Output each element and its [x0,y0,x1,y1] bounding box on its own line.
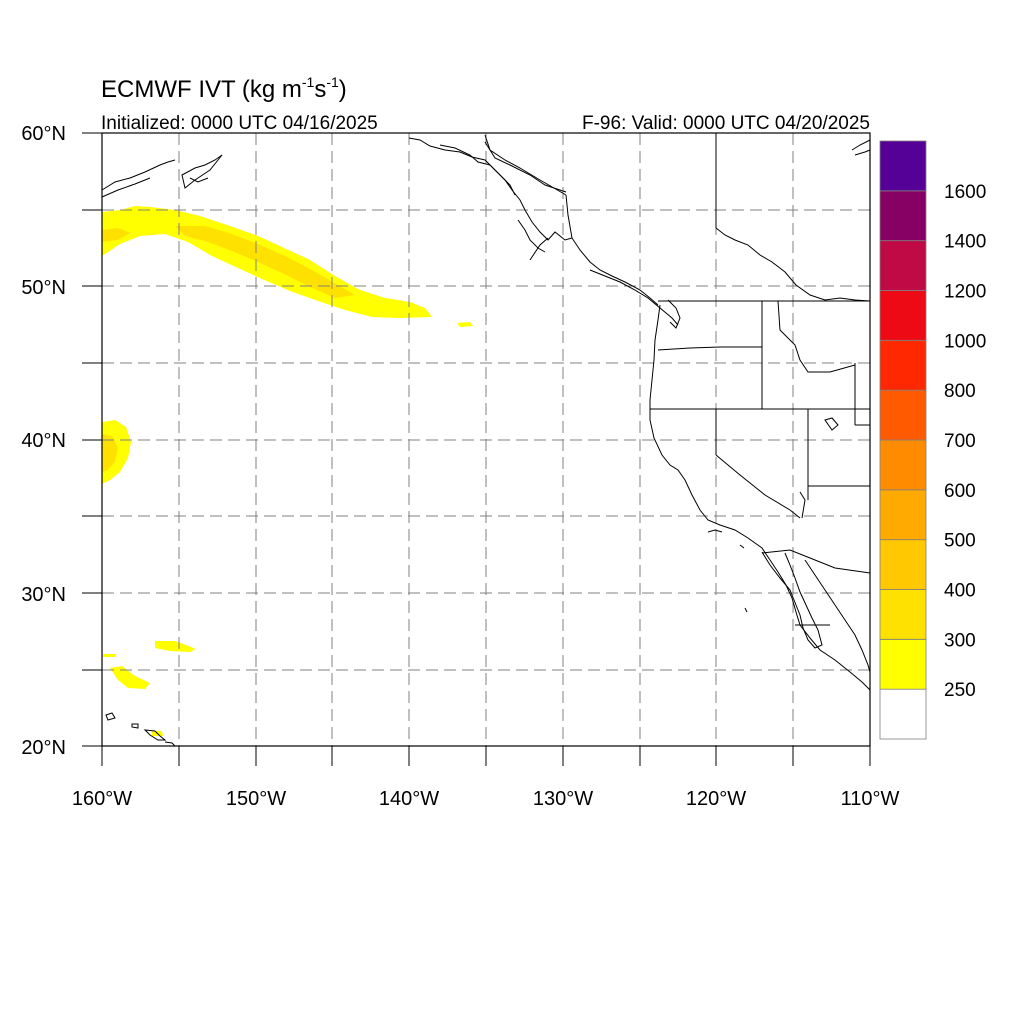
colorbar-label: 250 [944,680,976,701]
ivt-plume-north-edge [102,228,130,242]
colorbar-label: 300 [944,630,976,651]
y-tick-label: 20°N [21,737,66,759]
colorbar-swatch [879,439,927,491]
ivt-plume-north-core [175,226,355,298]
x-tick-label: 110°W [841,788,900,810]
colorbar-swatches [879,140,927,740]
colorbar-swatch [879,638,927,690]
ivt-patch-south-1 [155,641,196,652]
y-tick-label: 30°N [21,584,66,606]
colorbar-label: 1600 [944,182,986,203]
colorbar-label: 1200 [944,282,986,303]
figure-title: ECMWF IVT (kg m-1s-1) [101,74,347,103]
ivt-fragment [457,322,473,327]
axis-ticks [82,132,871,766]
x-tick-label: 120°W [686,788,746,810]
map-area: 160°W 150°W 140°W 130°W 120°W 110°W 60°N… [21,123,899,810]
init-time-label: Initialized: 0000 UTC 04/16/2025 [101,113,378,134]
ivt-patch-south-2 [110,666,150,689]
valid-time-label: F-96: Valid: 0000 UTC 04/20/2025 [582,113,870,134]
y-tick-label: 50°N [21,277,66,299]
coastlines [101,134,871,747]
colorbar-label: 1000 [944,331,986,352]
colorbar-swatch [879,290,927,341]
colorbar-swatch [879,589,927,640]
x-tick-label: 150°W [226,788,286,810]
colorbar: 250 300 400 500 600 700 800 1000 1200 14… [879,140,986,740]
colorbar-label: 500 [944,531,976,552]
colorbar-labels: 250 300 400 500 600 700 800 1000 1200 14… [944,182,986,701]
colorbar-swatch [879,489,927,541]
colorbar-swatch [879,539,927,590]
colorbar-swatch [879,140,927,192]
x-tick-labels: 160°W 150°W 140°W 130°W 120°W 110°W [72,788,900,810]
x-tick-label: 140°W [379,788,439,810]
colorbar-label: 700 [944,431,976,452]
ivt-shading [102,206,473,736]
x-tick-label: 160°W [72,788,132,810]
colorbar-swatch [879,688,927,740]
y-tick-label: 60°N [21,123,66,145]
colorbar-swatch [879,389,927,441]
y-tick-labels: 60°N 50°N 40°N 30°N 20°N [21,123,66,759]
x-tick-label: 130°W [533,788,593,810]
ivt-patch-south-3 [103,654,116,657]
y-tick-label: 40°N [21,430,66,452]
colorbar-label: 800 [944,381,976,402]
ivt-blob-west-core [102,434,118,472]
colorbar-label: 400 [944,581,976,602]
colorbar-swatch [879,240,927,291]
colorbar-label: 1400 [944,232,986,253]
political-boundaries [484,133,871,626]
colorbar-swatch [879,190,927,242]
colorbar-label: 600 [944,481,976,502]
colorbar-swatch [879,339,927,391]
